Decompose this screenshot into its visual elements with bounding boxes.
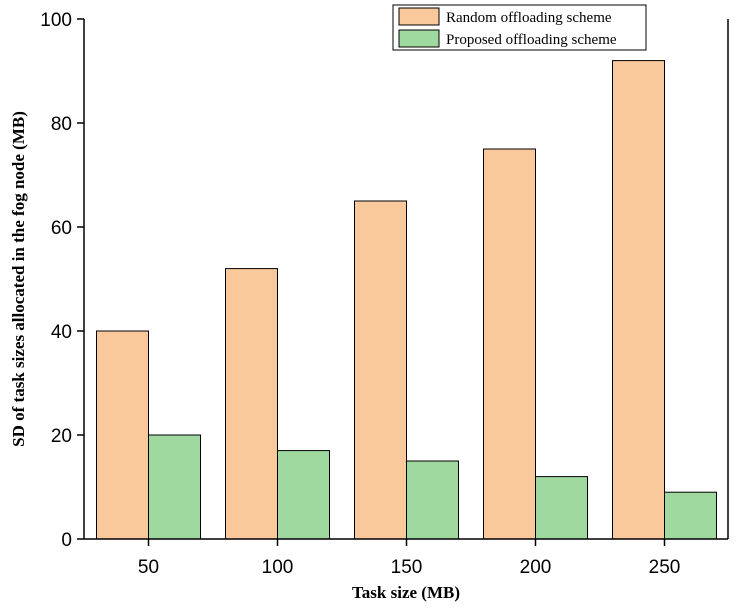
bar-random-offloading	[354, 200, 407, 540]
y-tick-label: 60	[51, 218, 72, 239]
bar-proposed-offloading	[406, 460, 459, 540]
bars-layer	[96, 60, 717, 540]
x-ticks: 50 100 150 200 250	[138, 539, 680, 578]
bar-random-offloading	[612, 60, 665, 540]
x-tick-label: 150	[391, 557, 423, 578]
bar-random-offloading	[483, 148, 536, 540]
bar-proposed-offloading	[148, 434, 201, 540]
legend-swatch-random	[398, 7, 440, 26]
legend: Random offloading scheme Proposed offloa…	[392, 4, 647, 51]
y-tick-label: 40	[51, 322, 72, 343]
bar-proposed-offloading	[535, 476, 588, 540]
y-axis-title: SD of task sizes allocated in the fog no…	[9, 111, 28, 447]
legend-label-random: Random offloading scheme	[446, 10, 612, 26]
x-tick-label: 100	[262, 557, 294, 578]
x-axis-title: Task size (MB)	[352, 583, 460, 602]
bar-random-offloading	[225, 268, 278, 540]
x-tick-label: 200	[520, 557, 552, 578]
bar-proposed-offloading	[277, 450, 330, 540]
legend-swatch-proposed	[398, 29, 440, 48]
x-tick-label: 50	[138, 557, 159, 578]
legend-label-proposed: Proposed offloading scheme	[446, 32, 617, 48]
y-tick-label: 100	[40, 10, 72, 31]
y-ticks: 0 20 40 60 80 100	[40, 10, 84, 551]
y-tick-label: 80	[51, 114, 72, 135]
bar-random-offloading	[96, 330, 149, 540]
x-tick-label: 250	[649, 557, 681, 578]
y-tick-label: 20	[51, 426, 72, 447]
y-tick-label: 0	[61, 530, 72, 551]
bar-proposed-offloading	[664, 491, 717, 540]
